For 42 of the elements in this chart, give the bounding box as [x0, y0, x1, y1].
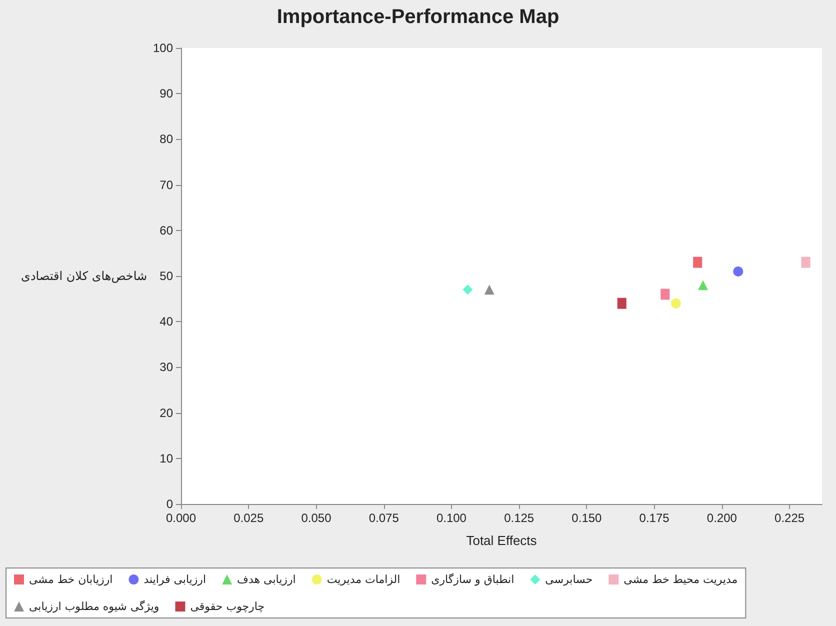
legend-label: مدیریت محیط خط مشی [624, 573, 738, 586]
point [670, 298, 681, 308]
point [484, 284, 494, 295]
y-tick-label: 20 [160, 406, 174, 420]
point [660, 288, 670, 300]
legend-label: حسابرسی [545, 573, 593, 586]
legend-label: الزامات مدیریت [326, 573, 400, 586]
x-tick-label: 0.050 [301, 511, 332, 525]
y-tick-label: 90 [160, 86, 174, 101]
legend-label: چارچوب حقوقی [190, 600, 265, 613]
y-tick-label: 50 [160, 269, 174, 283]
x-tick-label: 0.075 [368, 511, 400, 525]
point [617, 298, 626, 309]
point [733, 266, 744, 276]
legend-label: انطباق و سازگاری [431, 573, 514, 586]
x-axis-title: Total Effects [466, 533, 538, 548]
x-tick-label: 0.000 [166, 511, 196, 525]
point [693, 256, 702, 268]
legend-label: ارزیابان خط مشی [29, 573, 113, 586]
point [698, 280, 708, 290]
x-tick-label: 0.125 [504, 511, 534, 525]
legend-label: ویژگی شیوه مطلوب ارزیابی [29, 600, 160, 613]
y-tick-label: 0 [166, 497, 174, 511]
x-tick-label: 0.150 [572, 511, 602, 525]
y-tick-label: 100 [152, 41, 174, 55]
legend-label: ارزیابی فرایند [144, 573, 206, 586]
y-tick-label: 10 [160, 451, 174, 466]
y-tick-label: 80 [160, 132, 174, 146]
y-axis-title: شاخص‌های کلان اقتصادی [21, 269, 148, 283]
chart-title: Importance-Performance Map [276, 6, 560, 28]
x-tick-label: 0.225 [774, 511, 805, 525]
y-tick-label: 40 [160, 314, 174, 329]
point [801, 256, 810, 268]
x-tick-label: 0.025 [234, 511, 264, 525]
x-tick-label: 0.200 [706, 511, 738, 525]
x-tick-label: 0.100 [436, 511, 467, 525]
y-tick-label: 70 [160, 178, 174, 192]
legend-label: ارزیابی هدف [237, 573, 296, 586]
point [462, 284, 473, 295]
y-tick-label: 60 [160, 223, 174, 238]
x-tick-label: 0.175 [639, 511, 670, 525]
y-tick-label: 30 [160, 360, 174, 374]
